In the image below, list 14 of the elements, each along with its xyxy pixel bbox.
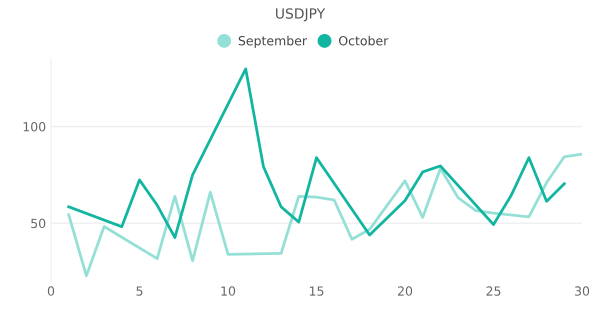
x-tick-label: 20 (398, 286, 412, 296)
y-tick-label: 50 (31, 218, 46, 228)
line-series (67, 152, 582, 278)
legend-label: September (238, 36, 308, 48)
legend-label: October (338, 36, 388, 46)
line-series (67, 68, 566, 239)
y-tick-label: 100 (24, 122, 46, 132)
x-tick-label: 25 (486, 286, 500, 296)
chart-title: USDJPY (276, 8, 326, 22)
x-tick-label: 5 (136, 286, 142, 296)
x-tick-label: 0 (48, 286, 54, 296)
x-tick-label: 10 (221, 286, 236, 296)
x-tick-label: 30 (575, 286, 590, 296)
x-tick-label: 15 (310, 286, 324, 296)
